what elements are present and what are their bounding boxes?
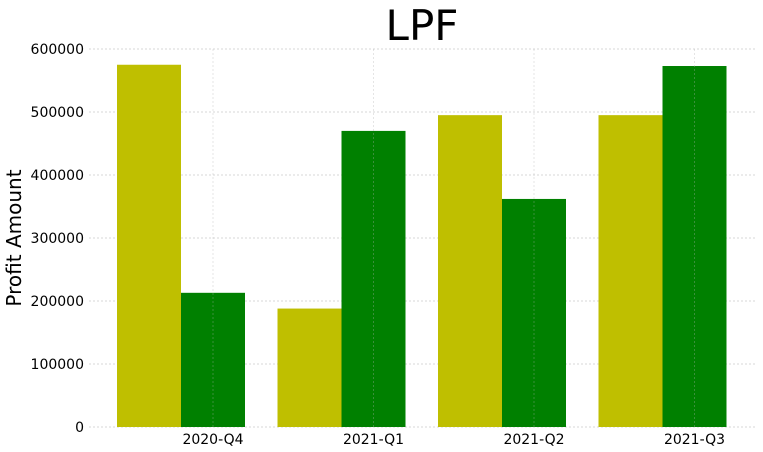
y-tick-label: 100000 <box>31 357 84 373</box>
y-tick-labels: 0 100000 200000 300000 400000 500000 600000 <box>31 42 84 436</box>
bar-series-1-2021-Q1 <box>277 308 342 427</box>
x-tick-label: 2020-Q4 <box>182 432 243 448</box>
x-tick-labels: 2020-Q4 2021-Q1 2021-Q2 2021-Q3 <box>182 432 725 448</box>
bar-layer <box>117 64 727 428</box>
y-tick-label: 300000 <box>31 231 84 247</box>
y-tick-label: 600000 <box>31 42 84 58</box>
y-tick-label: 400000 <box>31 168 84 184</box>
vgrid-overlay-layer <box>212 49 695 427</box>
y-tick-label: 500000 <box>31 105 84 121</box>
x-tick-label: 2021-Q1 <box>343 432 404 448</box>
bar-series-1-2020-Q4 <box>117 64 181 427</box>
bar-series-1-2021-Q2 <box>438 115 502 428</box>
x-tick-label: 2021-Q3 <box>664 432 725 448</box>
bar-series-1-2021-Q3 <box>598 115 663 428</box>
bar-series-2-2020-Q4 <box>181 292 245 427</box>
y-tick-label: 0 <box>75 420 84 436</box>
y-tick-label: 200000 <box>31 294 84 310</box>
chart-title: LPF <box>386 1 459 50</box>
y-axis-label: Profit Amount <box>2 169 26 306</box>
x-tick-label: 2021-Q2 <box>503 432 564 448</box>
bar-series-2-2021-Q2 <box>502 198 566 427</box>
